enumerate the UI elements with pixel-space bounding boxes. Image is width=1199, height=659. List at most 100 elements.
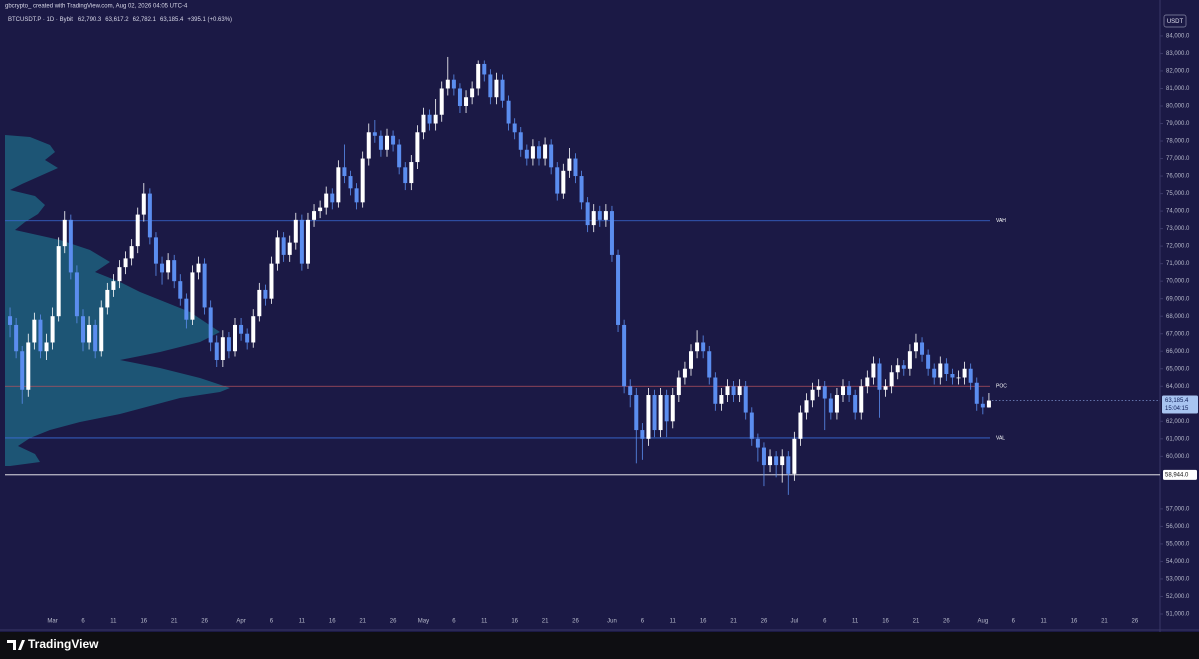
candle-body bbox=[901, 365, 906, 369]
candle-body bbox=[530, 146, 535, 159]
y-tick-label: 80,000.0 bbox=[1166, 104, 1190, 110]
legend-high: 63,617.2 bbox=[105, 17, 129, 23]
last-price-box bbox=[1162, 395, 1198, 414]
candle-body bbox=[299, 219, 304, 264]
candle-body bbox=[591, 211, 596, 226]
brand-logo bbox=[7, 640, 25, 650]
candle-body bbox=[415, 132, 420, 163]
last-price-label: 63,185.4 bbox=[1165, 398, 1189, 404]
candle-body bbox=[719, 395, 724, 404]
candle-body bbox=[561, 170, 566, 194]
chart-background bbox=[0, 0, 1199, 632]
y-tick-label: 51,000.0 bbox=[1166, 612, 1190, 618]
x-tick-label: 16 bbox=[329, 619, 336, 625]
x-tick-label: 16 bbox=[511, 619, 518, 625]
candle-body bbox=[871, 363, 876, 378]
candle-body bbox=[172, 260, 177, 282]
candle-body bbox=[135, 214, 140, 247]
candle-body bbox=[38, 319, 43, 352]
candle-body bbox=[208, 307, 213, 343]
candle-body bbox=[184, 298, 189, 320]
x-tick-label: 16 bbox=[1071, 619, 1078, 625]
candle-body bbox=[464, 97, 469, 106]
x-tick-label: 11 bbox=[670, 619, 677, 625]
y-tick-label: 62,000.0 bbox=[1166, 419, 1190, 425]
candle-body bbox=[597, 211, 602, 220]
legend: BTCUSDT.P · 1D · Bybit 62,790.3 63,617.2 62… bbox=[8, 17, 232, 23]
x-tick-label: 26 bbox=[390, 619, 397, 625]
x-tick-label: Aug bbox=[977, 619, 988, 625]
candle-body bbox=[178, 281, 183, 299]
level-label: POC bbox=[996, 384, 1007, 390]
candle-body bbox=[816, 386, 821, 390]
candle-body bbox=[634, 395, 639, 431]
legend-close: 63,185.4 bbox=[160, 17, 184, 23]
candle-body bbox=[841, 386, 845, 396]
candle-body bbox=[233, 324, 237, 352]
x-tick-label: 26 bbox=[1131, 619, 1138, 625]
candle-body bbox=[245, 333, 250, 343]
candle-body bbox=[403, 167, 408, 184]
x-tick-label: 21 bbox=[542, 619, 549, 625]
candle-body bbox=[713, 377, 718, 404]
candle-body bbox=[14, 324, 19, 352]
candle-body bbox=[160, 263, 165, 273]
y-tick-label: 76,000.0 bbox=[1166, 174, 1190, 180]
candle-body bbox=[62, 219, 67, 247]
candle-body bbox=[81, 316, 85, 343]
y-tick-label: 74,000.0 bbox=[1166, 209, 1190, 215]
y-tick-label: 52,000.0 bbox=[1166, 594, 1190, 600]
y-tick-label: 77,000.0 bbox=[1166, 156, 1190, 162]
x-tick-label: Jul bbox=[791, 619, 799, 625]
candle-body bbox=[269, 263, 274, 299]
candle-body bbox=[834, 395, 839, 413]
candle-body bbox=[287, 242, 292, 255]
candle-body bbox=[792, 438, 797, 474]
candle-body bbox=[676, 377, 681, 396]
level-label: VAH bbox=[996, 218, 1006, 224]
legend-low: 62,782.1 bbox=[133, 17, 157, 23]
x-tick-label: 6 bbox=[81, 619, 85, 625]
x-tick-label: 16 bbox=[882, 619, 889, 625]
candle-body bbox=[421, 114, 426, 133]
candle-body bbox=[330, 193, 335, 203]
candle-body bbox=[153, 237, 158, 264]
candle-body bbox=[123, 258, 128, 268]
y-tick-label: 68,000.0 bbox=[1166, 314, 1190, 320]
candle-body bbox=[524, 149, 529, 159]
candle-body bbox=[646, 395, 651, 439]
candle-body bbox=[470, 88, 475, 98]
candle-body bbox=[853, 395, 858, 413]
y-tick-label: 78,000.0 bbox=[1166, 139, 1190, 145]
candle-body bbox=[926, 354, 931, 369]
candle-body bbox=[585, 202, 590, 226]
candle-body bbox=[427, 114, 432, 124]
brand[interactable]: TradingView bbox=[28, 637, 99, 651]
x-tick-label: 26 bbox=[572, 619, 579, 625]
x-tick-label: May bbox=[418, 619, 429, 625]
x-tick-label: 11 bbox=[1041, 619, 1048, 625]
candle-body bbox=[482, 63, 487, 75]
y-tick-label: 69,000.0 bbox=[1166, 296, 1190, 302]
y-tick-label: 60,000.0 bbox=[1166, 454, 1190, 460]
candle-body bbox=[68, 219, 73, 273]
candle-body bbox=[494, 79, 499, 98]
candle-body bbox=[324, 193, 329, 208]
candle-body bbox=[974, 382, 979, 404]
x-tick-label: 6 bbox=[641, 619, 645, 625]
candle-body bbox=[293, 219, 298, 243]
x-tick-label: 16 bbox=[140, 619, 147, 625]
x-tick-label: 6 bbox=[823, 619, 827, 625]
candle-body bbox=[190, 272, 195, 320]
candle-body bbox=[372, 132, 377, 136]
candle-body bbox=[397, 144, 402, 168]
candle-body bbox=[810, 389, 815, 401]
candle-body bbox=[26, 342, 31, 390]
candle-body bbox=[798, 412, 803, 439]
candle-body bbox=[658, 395, 663, 431]
x-tick-label: 21 bbox=[171, 619, 178, 625]
candle-body bbox=[312, 211, 317, 220]
y-tick-label: 57,000.0 bbox=[1166, 506, 1190, 512]
candle-body bbox=[281, 237, 286, 255]
